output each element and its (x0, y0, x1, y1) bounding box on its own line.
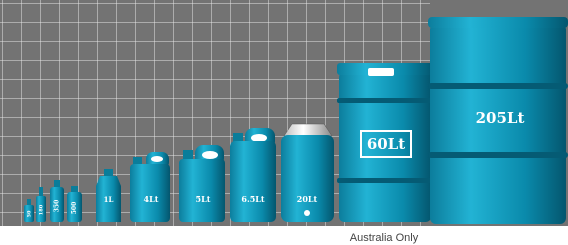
container-label: 180 (39, 204, 45, 215)
container-label: 205Lt (476, 109, 525, 127)
drum-60lt: 60Lt (337, 63, 433, 222)
drum-20lt: 20Lt (281, 124, 334, 222)
container-label: 6.5Lt (241, 194, 265, 204)
jerrycan-4lt: 4Lt (130, 152, 170, 222)
container-label: 350 (54, 200, 61, 213)
container-label: 50 (27, 210, 33, 217)
container-label: 20Lt (297, 194, 318, 204)
container-label: 5Lt (196, 194, 211, 204)
jerrycan-5lt: 5Lt (179, 145, 225, 222)
bottle-1l: 1L (96, 169, 121, 222)
page: 50 180 350 500 1L (0, 0, 568, 245)
jerrycan-6-5lt: 6.5Lt (230, 128, 276, 222)
container-label: 1L (104, 195, 114, 204)
drum-205lt: 205Lt (428, 17, 568, 224)
container-label: 4Lt (144, 194, 159, 204)
container-sizes-illustration: 50 180 350 500 1L (0, 0, 568, 245)
caption: Australia Only (350, 232, 419, 244)
container-label: 60Lt (367, 135, 405, 153)
container-label: 500 (71, 202, 78, 215)
